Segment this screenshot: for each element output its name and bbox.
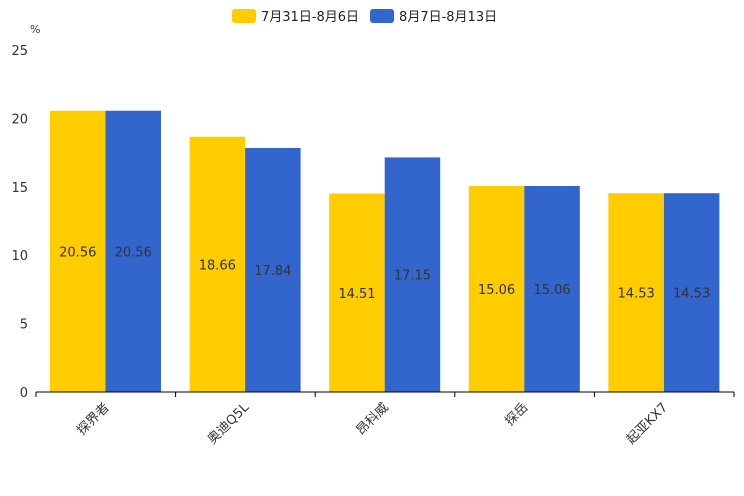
bar-0-3 <box>468 185 525 392</box>
y-axis-unit: % <box>30 23 40 36</box>
data-label: 15.06 <box>478 283 515 298</box>
legend-label-0: 7月31日-8月6日 <box>261 10 359 25</box>
data-label: 15.06 <box>533 283 570 298</box>
bar-1-4 <box>663 193 720 392</box>
bar-0-2 <box>329 193 385 392</box>
x-tick-label: 探界者 <box>74 400 112 438</box>
legend-label-1: 8月7日-8月13日 <box>399 10 497 25</box>
data-label: 20.56 <box>59 245 96 260</box>
bar-1-0 <box>105 110 161 392</box>
data-label: 17.15 <box>394 269 431 284</box>
data-label: 17.84 <box>254 264 291 279</box>
y-tick-label: 20 <box>11 112 28 127</box>
bar-0-4 <box>608 193 664 392</box>
x-tick-label: 起亚KX7 <box>624 400 671 447</box>
y-tick-label: 5 <box>20 318 28 333</box>
data-label: 20.56 <box>115 245 152 260</box>
y-tick-label: 0 <box>20 386 28 401</box>
y-tick-label: 10 <box>11 249 28 264</box>
bar-1-3 <box>524 185 580 392</box>
bar-0-1 <box>189 136 246 392</box>
bar-0-0 <box>50 110 106 392</box>
data-label: 14.51 <box>338 287 375 302</box>
x-tick-label: 探岳 <box>502 400 531 429</box>
data-label: 18.66 <box>199 258 236 273</box>
y-tick-label: 15 <box>11 181 28 196</box>
bar-1-2 <box>384 157 441 392</box>
x-tick-label: 昂科威 <box>354 400 392 438</box>
data-label: 14.53 <box>618 287 655 302</box>
legend-swatch-0 <box>232 9 256 23</box>
x-tick-label: 奥迪Q5L <box>205 400 253 448</box>
bar-1-1 <box>245 147 301 392</box>
data-label: 14.53 <box>673 287 710 302</box>
y-tick-label: 25 <box>11 44 28 59</box>
legend-swatch-1 <box>370 9 395 23</box>
